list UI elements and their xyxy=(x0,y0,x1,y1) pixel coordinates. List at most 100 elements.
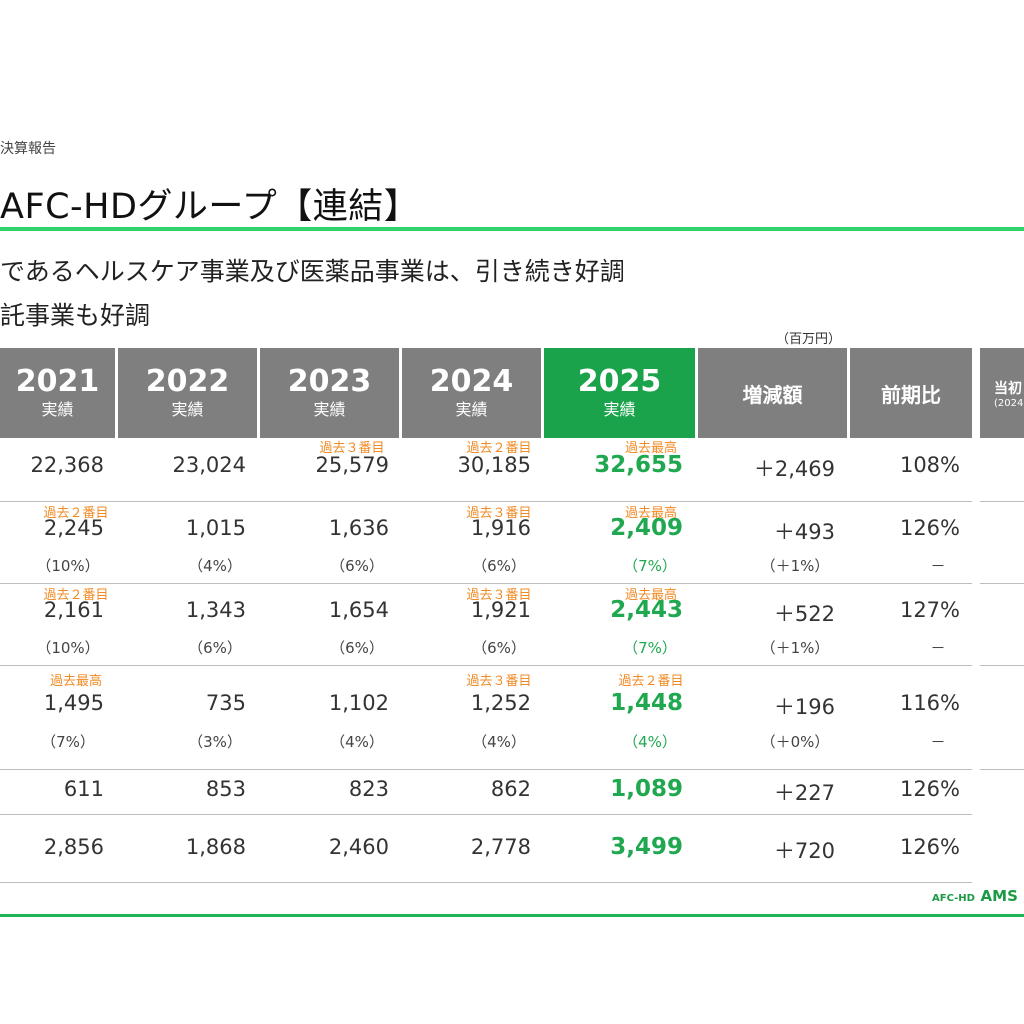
company-logo: AFC-HD AMS L xyxy=(932,886,1024,905)
table-cell-percentage: （4%） xyxy=(472,733,526,751)
table-cell-percentage: （3%） xyxy=(188,733,242,751)
table-cell-percentage: （7%） xyxy=(623,639,677,657)
row-divider xyxy=(980,583,1024,584)
unit-label: （百万円） xyxy=(776,332,842,347)
table-cell-percentage: （10%） xyxy=(36,639,100,657)
header-yoy-ratio: 前期比 xyxy=(850,348,972,438)
table-cell-percentage: － xyxy=(930,557,946,575)
table-cell-value: 2,245 xyxy=(43,516,104,540)
table-cell-value: 862 xyxy=(490,777,531,801)
table-cell-value: 126% xyxy=(899,835,960,859)
header-sub: 実績 xyxy=(455,400,488,419)
table-cell-value: 1,015 xyxy=(185,516,246,540)
table-cell-value: ＋196 xyxy=(773,695,835,719)
table-cell-value: ＋2,469 xyxy=(753,457,835,481)
table-cell-value: 1,654 xyxy=(328,598,389,622)
header-2025: 2025 実績 xyxy=(544,348,695,438)
page-title: AFC-HDグループ【連結】 xyxy=(0,187,420,227)
header-year: 2023 xyxy=(287,364,372,399)
table-cell-value: 1,252 xyxy=(470,691,531,715)
record-note-badge: 過去最高 xyxy=(624,506,677,521)
table-cell-value: 2,443 xyxy=(610,597,683,623)
table-cell-value: 1,089 xyxy=(610,776,683,802)
row-divider xyxy=(0,814,972,815)
table-cell-percentage: （7%） xyxy=(41,733,95,751)
table-cell-value: 1,448 xyxy=(610,690,683,716)
table-cell-value: 735 xyxy=(205,691,246,715)
table-cell-value: 1,102 xyxy=(328,691,389,715)
record-note-badge: 過去最高 xyxy=(624,588,677,603)
table-cell-percentage: （10%） xyxy=(36,557,100,575)
row-divider xyxy=(0,583,972,584)
header-2022: 2022 実績 xyxy=(118,348,257,438)
table-cell-value: ＋227 xyxy=(773,781,835,805)
table-cell-percentage: （6%） xyxy=(330,639,384,657)
table-cell-percentage: （4%） xyxy=(188,557,242,575)
table-cell-value: ＋522 xyxy=(773,602,835,626)
table-cell-value: 116% xyxy=(899,691,960,715)
bullet-point-1: であるヘルスケア事業及び医薬品事業は、引き続き好調 xyxy=(0,257,625,286)
header-2021: 2021 実績 xyxy=(0,348,115,438)
row-divider xyxy=(0,769,972,770)
row-divider xyxy=(980,665,1024,666)
table-cell-percentage: （6%） xyxy=(188,639,242,657)
header-sub: 実績 xyxy=(603,400,636,419)
table-cell-value: 2,778 xyxy=(470,835,531,859)
table-cell-value: 108% xyxy=(899,453,960,477)
table-cell-value: 2,856 xyxy=(43,835,104,859)
table-cell-value: ＋493 xyxy=(773,520,835,544)
table-cell-percentage: （4%） xyxy=(623,733,677,751)
title-divider xyxy=(0,227,1024,231)
row-divider xyxy=(980,501,1024,502)
table-cell-value: 2,460 xyxy=(328,835,389,859)
record-note-badge: 過去２番目 xyxy=(466,441,532,456)
table-cell-percentage: （4%） xyxy=(330,733,384,751)
table-cell-value: 1,916 xyxy=(470,516,531,540)
table-cell-value: 127% xyxy=(899,598,960,622)
table-cell-percentage: （＋1%） xyxy=(760,557,830,575)
table-cell-percentage: （6%） xyxy=(330,557,384,575)
header-label: 増減額 xyxy=(742,382,803,407)
table-cell-value: 22,368 xyxy=(30,453,104,477)
header-year: 2021 xyxy=(15,364,100,399)
table-cell-percentage: （＋1%） xyxy=(760,639,830,657)
header-label: 前期比 xyxy=(881,382,941,407)
header-change-amount: 増減額 xyxy=(698,348,847,438)
table-cell-percentage: （6%） xyxy=(472,557,526,575)
table-cell-value: 1,868 xyxy=(185,835,246,859)
header-sub: 実績 xyxy=(313,400,346,419)
table-cell-value: 611 xyxy=(63,777,104,801)
header-year: 2025 xyxy=(577,364,662,399)
table-cell-percentage: （7%） xyxy=(623,557,677,575)
record-note-badge: 過去３番目 xyxy=(466,674,532,689)
record-note-badge: 過去３番目 xyxy=(466,506,532,521)
row-divider xyxy=(0,882,972,883)
header-2023: 2023 実績 xyxy=(260,348,399,438)
breadcrumb: 決算報告 xyxy=(0,141,56,157)
table-cell-value: 2,161 xyxy=(43,598,104,622)
table-cell-value: 1,343 xyxy=(185,598,246,622)
header-2024: 2024 実績 xyxy=(402,348,541,438)
table-cell-value: 32,655 xyxy=(594,452,683,478)
header-sub: 実績 xyxy=(171,400,204,419)
table-cell-value: 1,495 xyxy=(43,691,104,715)
logo-small-text: AFC-HD xyxy=(932,893,975,904)
record-note-badge: 過去２番目 xyxy=(43,506,109,521)
table-cell-value: 23,024 xyxy=(172,453,246,477)
header-sub: (2024 xyxy=(994,397,1024,409)
table-cell-value: ＋720 xyxy=(773,839,835,863)
table-cell-percentage: － xyxy=(930,639,946,657)
table-cell-value: 126% xyxy=(899,777,960,801)
table-cell-value: 3,499 xyxy=(610,834,683,860)
record-note-badge: 過去２番目 xyxy=(43,588,109,603)
table-cell-value: 1,636 xyxy=(328,516,389,540)
row-divider xyxy=(980,769,1024,770)
header-year: 2024 xyxy=(429,364,514,399)
table-cell-percentage: （＋0%） xyxy=(760,733,830,751)
record-note-badge: 過去３番目 xyxy=(319,441,385,456)
row-divider xyxy=(0,665,972,666)
bullet-point-2: 託事業も好調 xyxy=(0,301,151,330)
table-cell-percentage: － xyxy=(930,733,946,751)
table-cell-value: 25,579 xyxy=(315,453,389,477)
table-cell-value: 1,921 xyxy=(470,598,531,622)
